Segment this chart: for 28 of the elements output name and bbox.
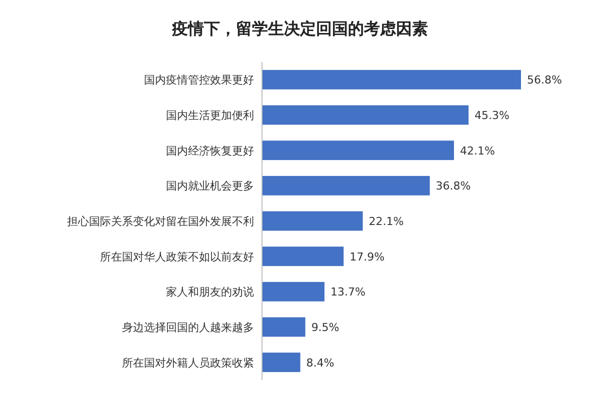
y-tick-label: 所在国对华人政策不如以前友好 <box>100 250 254 264</box>
bar <box>262 105 469 125</box>
y-tick-label: 国内经济恢复更好 <box>166 144 254 158</box>
bar <box>262 140 454 160</box>
y-tick-label: 所在国对外籍人员政策收紧 <box>122 356 254 370</box>
data-label: 13.7% <box>330 286 366 299</box>
data-label: 8.4% <box>306 356 334 370</box>
y-tick-label: 国内就业机会更多 <box>166 180 254 193</box>
bar <box>262 70 521 90</box>
bar <box>262 211 363 231</box>
chart-title: 疫情下，留学生决定回国的考虑因素 <box>171 19 428 38</box>
y-tick-label: 国内生活更加便利 <box>166 109 254 122</box>
bar <box>262 246 344 266</box>
data-label: 42.1% <box>460 144 495 158</box>
data-label: 56.8% <box>527 74 562 87</box>
bar <box>262 176 430 196</box>
data-label: 17.9% <box>350 250 385 264</box>
y-tick-label: 身边选择回国的人越来越多 <box>122 321 254 334</box>
data-label: 36.8% <box>436 180 471 193</box>
bar <box>262 352 300 372</box>
data-label: 9.5% <box>311 321 340 334</box>
bar <box>262 282 324 302</box>
y-tick-label: 家人和朋友的劝说 <box>166 286 254 299</box>
y-tick-label: 担心国际关系变化对留在国外发展不利 <box>67 215 254 228</box>
y-tick-label: 国内疫情管控效果更好 <box>144 74 254 87</box>
data-label: 45.3% <box>474 109 510 122</box>
data-label: 22.1% <box>368 215 404 228</box>
bar <box>262 317 306 337</box>
